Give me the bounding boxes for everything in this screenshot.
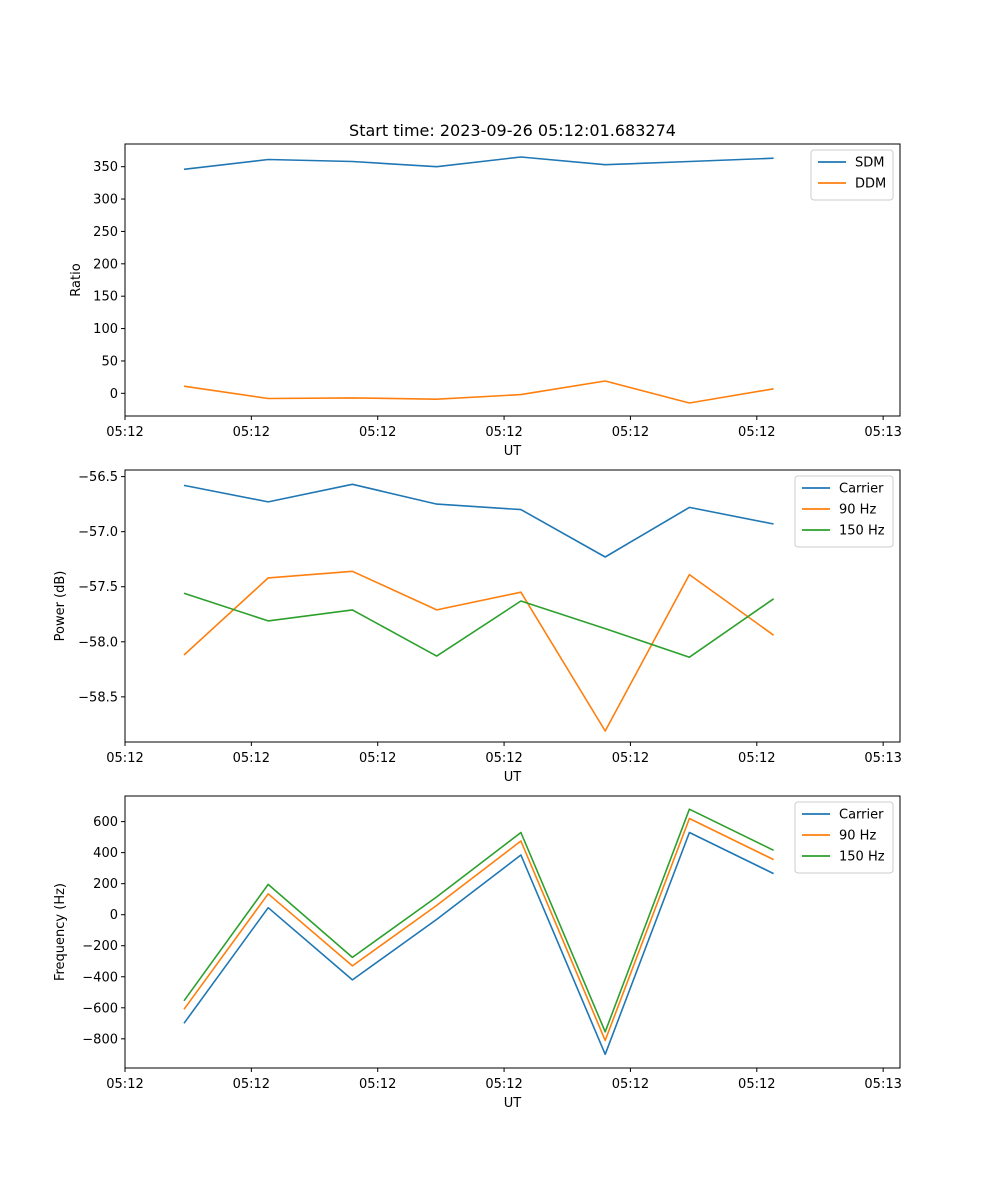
plot-area — [124, 143, 901, 417]
chart-panel-2: −58.5 −58.0 −57.5 −57.0 −56.5 05:12 05:12 05:12… — [53, 469, 902, 785]
chart-panel-3: −800 −600 −400 −200 0 200 400 600 05:12 05:12 05:1… — [53, 795, 902, 1111]
y-axis-label: Power (dB) — [53, 571, 68, 642]
chart-panel-1: 0 50 100 150 200 250 300 350 05:12 05:12 05:12 05:1… — [69, 143, 902, 459]
series-line-carrier — [183, 831, 774, 1056]
series-line-150-hz — [183, 592, 775, 659]
x-tick-label: 05:12 — [106, 1077, 143, 1092]
x-tick-label: 05:12 — [485, 1077, 522, 1092]
y-tick-label: 200 — [93, 877, 118, 892]
y-tick-label: 300 — [93, 193, 118, 208]
y-tick-label: 0 — [110, 908, 118, 923]
x-tick-label: 05:12 — [233, 425, 270, 440]
x-tick-label: 05:12 — [738, 425, 775, 440]
legend-label: DDM — [855, 177, 886, 192]
x-tick-label: 05:12 — [612, 425, 649, 440]
x-tick-label: 05:12 — [485, 425, 522, 440]
y-tick-label: 350 — [93, 160, 118, 175]
series-line-ddm — [183, 380, 774, 404]
x-tick-label: 05:12 — [612, 1077, 649, 1092]
series-line-sdm — [183, 156, 774, 171]
series-line-150-hz — [183, 808, 774, 1033]
y-tick-label: −200 — [82, 939, 118, 954]
legend-label: Carrier — [839, 808, 884, 823]
x-tick-label: 05:12 — [233, 751, 270, 766]
legend: Carrier 90 Hz 150 Hz — [794, 801, 894, 874]
x-tick-label: 05:13 — [864, 425, 901, 440]
legend-label: 150 Hz — [839, 850, 885, 865]
x-tick-label: 05:12 — [106, 425, 143, 440]
x-axis-label: UT — [504, 444, 522, 459]
x-tick-label: 05:12 — [738, 1077, 775, 1092]
y-tick-label: 250 — [93, 225, 118, 240]
legend-label: SDM — [855, 156, 884, 171]
legend-label: Carrier — [839, 482, 884, 497]
y-tick-label: 600 — [93, 815, 118, 830]
y-axis-label: Ratio — [69, 263, 84, 296]
x-tick-label: 05:12 — [359, 1077, 396, 1092]
x-tick-label: 05:12 — [233, 1077, 270, 1092]
y-tick-label: 400 — [93, 846, 118, 861]
series-line-90-hz — [183, 817, 774, 1042]
x-tick-label: 05:12 — [106, 751, 143, 766]
x-tick-label: 05:13 — [864, 751, 901, 766]
series-line-carrier — [183, 483, 774, 558]
y-tick-label: 0 — [110, 387, 118, 402]
y-axis-label: Frequency (Hz) — [53, 883, 68, 981]
legend: SDM DDM — [810, 149, 894, 201]
x-tick-label: 05:12 — [738, 751, 775, 766]
panels: 0 50 100 150 200 250 300 350 05:12 05:12 05:12 05:1… — [53, 143, 902, 1111]
y-tick-label: −56.5 — [78, 470, 118, 485]
x-tick-label: 05:12 — [612, 751, 649, 766]
x-tick-label: 05:12 — [359, 751, 396, 766]
x-tick-label: 05:12 — [359, 425, 396, 440]
legend-label: 90 Hz — [839, 503, 876, 518]
figure-title: Start time: 2023-09-26 05:12:01.683274 — [349, 121, 676, 140]
x-axis-label: UT — [504, 770, 522, 785]
y-tick-label: 200 — [93, 257, 118, 272]
legend-label: 150 Hz — [839, 524, 885, 539]
y-tick-label: 50 — [101, 354, 118, 369]
plot-area — [124, 795, 901, 1069]
y-tick-label: −800 — [82, 1032, 118, 1047]
y-tick-label: −58.0 — [78, 635, 118, 650]
legend: Carrier 90 Hz 150 Hz — [794, 475, 894, 548]
y-tick-label: −57.5 — [78, 580, 118, 595]
y-tick-label: 150 — [93, 290, 118, 305]
x-tick-label: 05:13 — [864, 1077, 901, 1092]
series-line-90-hz — [183, 570, 775, 732]
legend-label: 90 Hz — [839, 829, 876, 844]
y-tick-label: 100 — [93, 322, 118, 337]
y-tick-label: −58.5 — [78, 690, 118, 705]
y-tick-label: −57.0 — [78, 525, 118, 540]
y-tick-label: −400 — [82, 970, 118, 985]
y-tick-label: −600 — [82, 1001, 118, 1016]
x-axis-label: UT — [504, 1096, 522, 1111]
x-tick-label: 05:12 — [485, 751, 522, 766]
